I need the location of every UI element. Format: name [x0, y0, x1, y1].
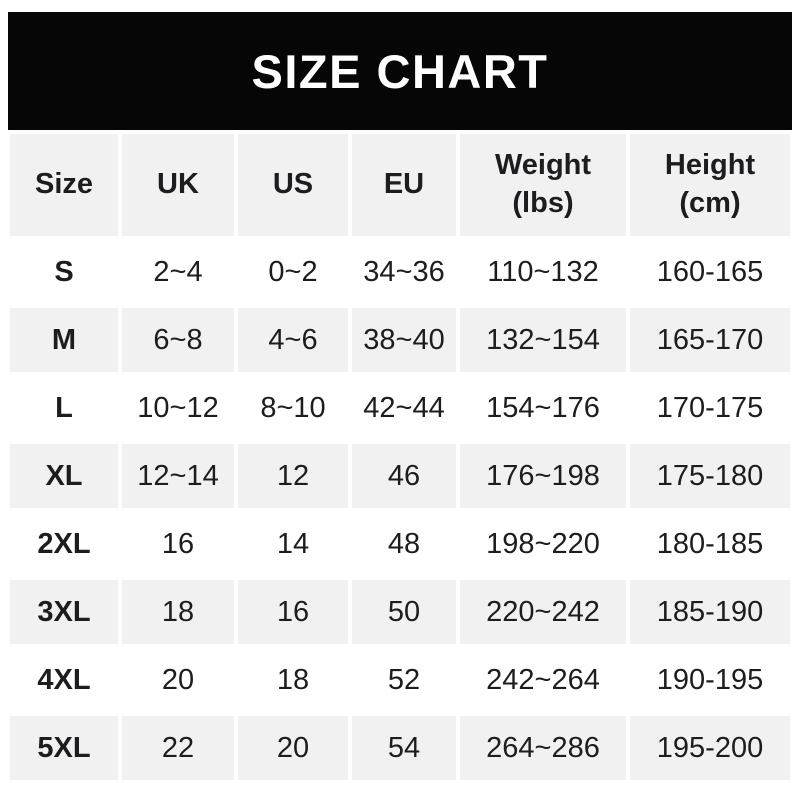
cell-size: 4XL	[10, 648, 118, 712]
cell-weight: 154~176	[460, 376, 626, 440]
cell-weight: 242~264	[460, 648, 626, 712]
cell-height: 185-190	[630, 580, 790, 644]
table-row-m: M 6~8 4~6 38~40 132~154 165-170	[10, 308, 790, 372]
cell-eu: 50	[352, 580, 456, 644]
cell-height: 180-185	[630, 512, 790, 576]
cell-size: XL	[10, 444, 118, 508]
cell-size: L	[10, 376, 118, 440]
column-header-eu: EU	[352, 134, 456, 236]
cell-uk: 6~8	[122, 308, 234, 372]
cell-eu: 52	[352, 648, 456, 712]
cell-uk: 12~14	[122, 444, 234, 508]
cell-weight: 220~242	[460, 580, 626, 644]
table-row-5xl: 5XL 22 20 54 264~286 195-200	[10, 716, 790, 780]
column-header-us: US	[238, 134, 348, 236]
column-header-size: Size	[10, 134, 118, 236]
cell-eu: 46	[352, 444, 456, 508]
cell-weight: 110~132	[460, 240, 626, 304]
cell-uk: 16	[122, 512, 234, 576]
cell-eu: 54	[352, 716, 456, 780]
cell-uk: 10~12	[122, 376, 234, 440]
cell-weight: 264~286	[460, 716, 626, 780]
cell-height: 165-170	[630, 308, 790, 372]
cell-us: 12	[238, 444, 348, 508]
column-header-uk: UK	[122, 134, 234, 236]
cell-eu: 48	[352, 512, 456, 576]
cell-height: 175-180	[630, 444, 790, 508]
header-row: Size UK US EU Weight (lbs) Height (cm)	[10, 134, 790, 236]
cell-height: 160-165	[630, 240, 790, 304]
table-row-2xl: 2XL 16 14 48 198~220 180-185	[10, 512, 790, 576]
cell-weight: 198~220	[460, 512, 626, 576]
cell-uk: 18	[122, 580, 234, 644]
cell-weight: 132~154	[460, 308, 626, 372]
cell-us: 0~2	[238, 240, 348, 304]
table-row-l: L 10~12 8~10 42~44 154~176 170-175	[10, 376, 790, 440]
cell-eu: 42~44	[352, 376, 456, 440]
size-chart-banner: SIZE CHART	[8, 12, 792, 130]
cell-us: 4~6	[238, 308, 348, 372]
cell-uk: 2~4	[122, 240, 234, 304]
table-row-4xl: 4XL 20 18 52 242~264 190-195	[10, 648, 790, 712]
cell-height: 190-195	[630, 648, 790, 712]
cell-height: 195-200	[630, 716, 790, 780]
cell-us: 14	[238, 512, 348, 576]
cell-size: 5XL	[10, 716, 118, 780]
cell-weight: 176~198	[460, 444, 626, 508]
table-row-xl: XL 12~14 12 46 176~198 175-180	[10, 444, 790, 508]
table-row-3xl: 3XL 18 16 50 220~242 185-190	[10, 580, 790, 644]
size-chart-table: Size UK US EU Weight (lbs) Height (cm) S…	[6, 130, 794, 784]
cell-us: 16	[238, 580, 348, 644]
column-header-weight: Weight (lbs)	[460, 134, 626, 236]
page-title: SIZE CHART	[251, 44, 549, 98]
cell-us: 8~10	[238, 376, 348, 440]
cell-eu: 34~36	[352, 240, 456, 304]
cell-eu: 38~40	[352, 308, 456, 372]
cell-uk: 20	[122, 648, 234, 712]
cell-us: 20	[238, 716, 348, 780]
cell-size: 3XL	[10, 580, 118, 644]
cell-size: 2XL	[10, 512, 118, 576]
column-header-height: Height (cm)	[630, 134, 790, 236]
cell-size: S	[10, 240, 118, 304]
cell-uk: 22	[122, 716, 234, 780]
table-row-s: S 2~4 0~2 34~36 110~132 160-165	[10, 240, 790, 304]
cell-us: 18	[238, 648, 348, 712]
cell-size: M	[10, 308, 118, 372]
cell-height: 170-175	[630, 376, 790, 440]
